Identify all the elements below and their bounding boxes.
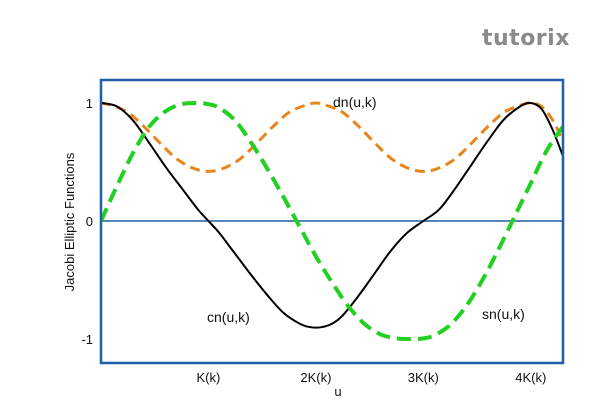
x-tick-label: 3K(k)	[408, 370, 439, 385]
series-label-dn: dn(u,k)	[333, 94, 377, 110]
series-labels: cn(u,k) sn(u,k) dn(u,k)	[207, 94, 525, 325]
y-tick-label: 0	[86, 214, 93, 229]
plot-area	[101, 100, 563, 342]
x-tick-label: 2K(k)	[300, 370, 331, 385]
tick-labels: K(k) 2K(k) 3K(k) 4K(k) 1 0 -1	[81, 96, 546, 385]
series-label-sn: sn(u,k)	[482, 306, 525, 322]
series-line-dn	[101, 101, 563, 173]
x-tick-label: 4K(k)	[515, 370, 546, 385]
series-label-cn: cn(u,k)	[207, 309, 250, 325]
y-axis-title: Jacobi Elliptic Functions	[62, 152, 77, 291]
plot-frame	[99, 78, 565, 365]
series-line-sn	[101, 100, 563, 342]
tutorix-logo: tutorix	[482, 26, 570, 51]
y-tick-label: -1	[81, 332, 93, 347]
x-axis-title: u	[334, 384, 341, 399]
x-tick-label: K(k)	[197, 370, 221, 385]
y-tick-label: 1	[86, 96, 93, 111]
series-line-cn	[101, 101, 563, 329]
